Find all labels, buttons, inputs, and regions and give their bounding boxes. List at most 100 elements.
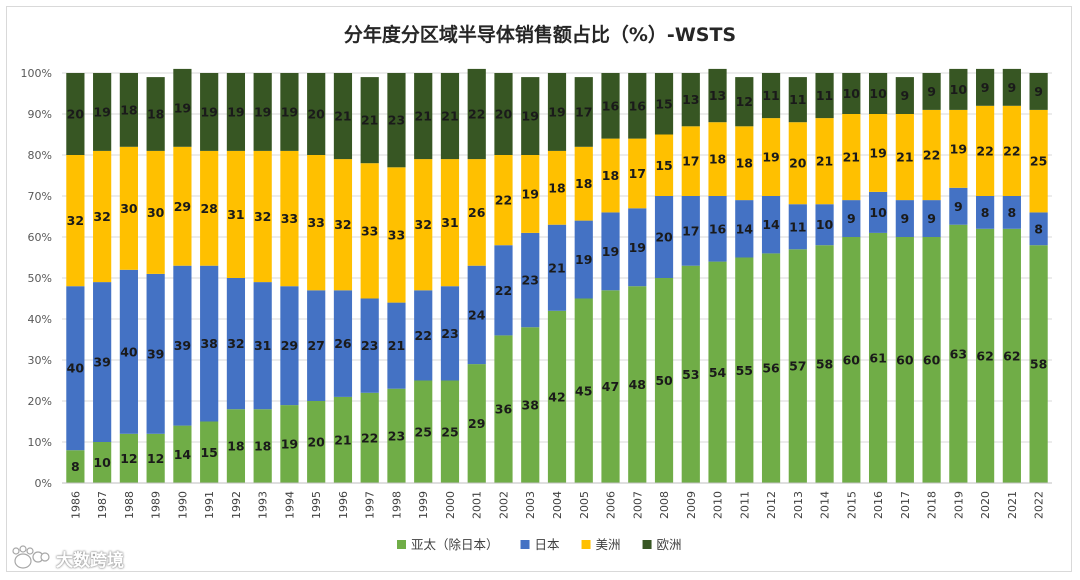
bar-segment (949, 224, 968, 483)
bar-segment (360, 77, 379, 164)
data-label: 15 (655, 158, 672, 173)
x-tick-label: 2011 (738, 491, 751, 519)
data-label: 18 (227, 439, 244, 454)
data-label: 23 (388, 428, 405, 443)
y-tick-label: 40% (28, 313, 52, 326)
bar-segment (521, 327, 540, 483)
bar-segment (842, 73, 861, 114)
bar-segment (146, 273, 165, 434)
data-label: 10 (950, 82, 968, 97)
bar-segment (360, 392, 379, 483)
data-label: 29 (468, 416, 485, 431)
data-label: 19 (174, 100, 191, 115)
data-label: 38 (522, 398, 539, 413)
data-label: 11 (816, 88, 833, 103)
bar-segment (815, 73, 834, 119)
data-label: 33 (307, 215, 324, 230)
bar-segment (307, 290, 326, 401)
bar-segment (333, 396, 353, 483)
bar-segment (815, 245, 834, 483)
bar-segment (574, 298, 593, 483)
watermark: 大数跨境 (10, 543, 124, 573)
x-tick-label: 2008 (658, 491, 671, 519)
data-label: 11 (789, 219, 806, 234)
bar-segment (1002, 196, 1021, 229)
bar-segment (93, 282, 112, 442)
bar-segment (467, 159, 486, 266)
bar-segment (547, 310, 567, 483)
bar-segment (387, 167, 406, 303)
bar-segment (467, 364, 486, 483)
data-label: 22 (468, 107, 485, 122)
bar-segment (467, 265, 486, 365)
data-label: 15 (200, 445, 217, 460)
data-label: 31 (441, 215, 458, 230)
y-tick-label: 80% (28, 149, 52, 162)
data-label: 9 (927, 211, 936, 226)
data-label: 23 (522, 273, 539, 288)
y-tick-label: 90% (28, 108, 52, 121)
bar-segment (547, 73, 567, 151)
data-label: 32 (254, 209, 271, 224)
data-label: 18 (709, 152, 726, 167)
data-label: 12 (120, 451, 137, 466)
bar-segment (708, 68, 727, 123)
bar-segment (440, 159, 460, 287)
bar-segment (601, 212, 620, 291)
bar-segment (654, 196, 674, 278)
bar-segment (93, 442, 112, 483)
bar-segment (976, 105, 995, 196)
data-label: 20 (495, 107, 513, 122)
data-label: 17 (682, 154, 699, 169)
bar-segment (735, 257, 754, 483)
x-tick-label: 1997 (364, 491, 377, 519)
data-label: 21 (361, 113, 378, 128)
data-label: 8 (71, 459, 80, 474)
bar-segment (681, 196, 700, 266)
data-label: 20 (307, 435, 325, 450)
bar-segment (868, 232, 888, 483)
bar-segment (868, 191, 888, 233)
data-label: 26 (334, 336, 352, 351)
data-label: 30 (147, 205, 165, 220)
data-label: 21 (843, 150, 860, 165)
data-label: 32 (67, 213, 84, 228)
bar-segment (922, 109, 941, 201)
data-label: 55 (736, 363, 753, 378)
data-label: 13 (682, 92, 699, 107)
bar-segment (1002, 228, 1021, 483)
data-label: 31 (254, 338, 271, 353)
x-tick-label: 2010 (712, 491, 725, 519)
data-label: 22 (1003, 143, 1020, 158)
data-label: 14 (762, 217, 780, 232)
data-label: 18 (736, 156, 753, 171)
bar-segment (654, 278, 674, 483)
bar-segment (119, 146, 138, 270)
data-label: 19 (548, 104, 565, 119)
bar-segment (868, 73, 888, 114)
x-tick-label: 2017 (899, 491, 912, 519)
bar-segment (976, 68, 995, 106)
data-label: 19 (869, 145, 886, 160)
data-label: 19 (602, 244, 619, 259)
data-label: 26 (468, 205, 486, 220)
x-tick-label: 2007 (631, 491, 644, 519)
bar-segment (307, 73, 326, 155)
data-label: 8 (1008, 205, 1017, 220)
data-label: 39 (147, 346, 164, 361)
bar-segment (547, 150, 567, 225)
bar-segment (735, 200, 754, 258)
data-label: 60 (923, 353, 941, 368)
y-tick-label: 60% (28, 231, 52, 244)
bar-segment (173, 68, 192, 147)
data-label: 56 (762, 361, 780, 376)
bar-segment (414, 159, 433, 291)
bar-segment (494, 335, 513, 483)
bar-segment (226, 73, 246, 151)
bar-segment (842, 200, 861, 237)
bar-segment (601, 138, 620, 213)
data-label: 21 (441, 109, 458, 124)
bar-segment (547, 224, 567, 311)
bar-segment (173, 265, 192, 426)
bar-segment (93, 150, 112, 283)
